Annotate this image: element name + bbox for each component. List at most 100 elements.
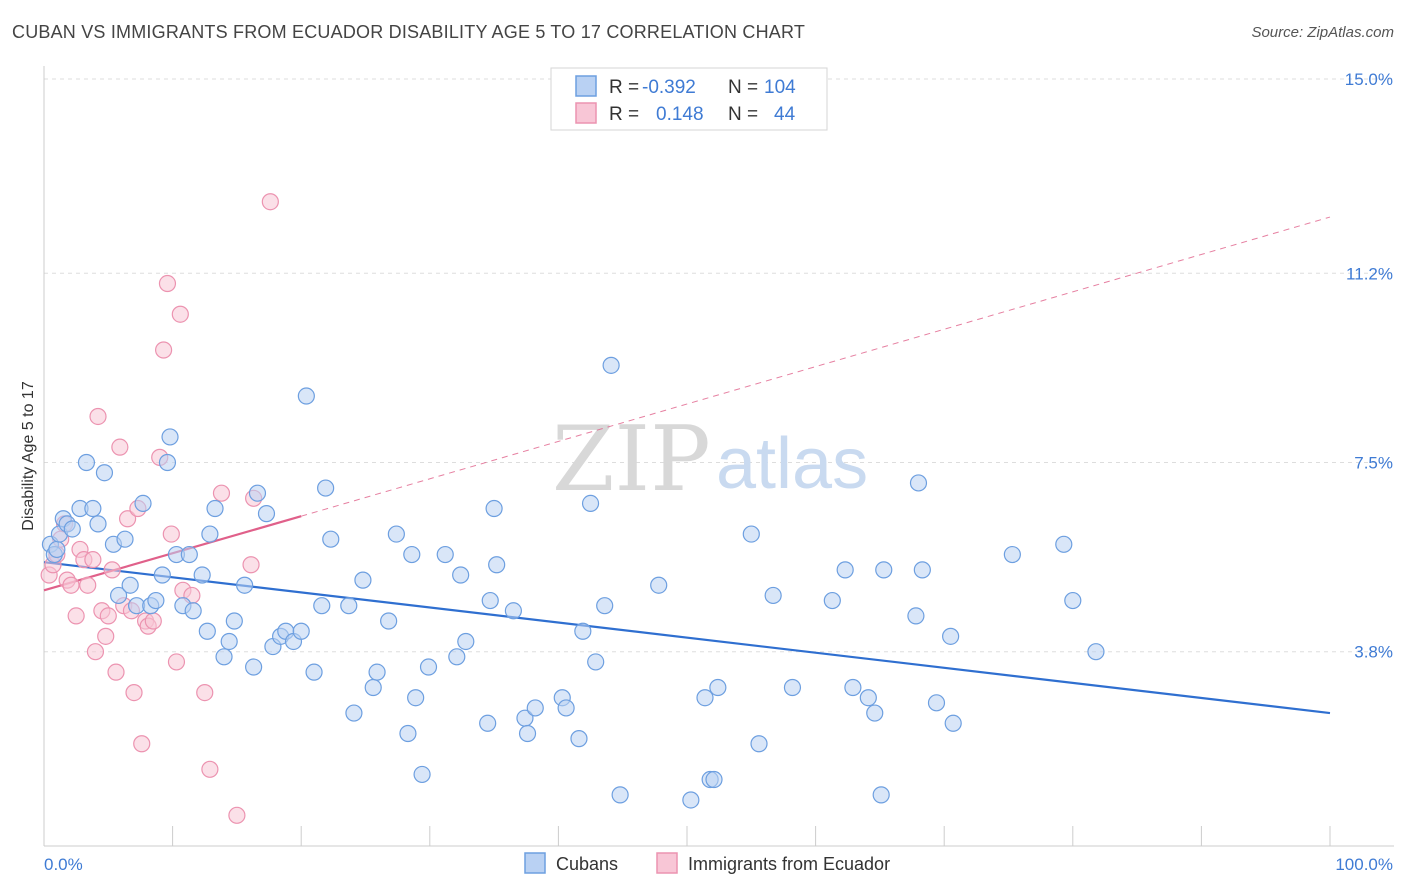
- cuban-point-73: [557, 699, 575, 717]
- ecuador-point-39: [212, 484, 231, 502]
- cuban-point-8: [77, 453, 96, 472]
- cuban-point-103: [944, 714, 962, 732]
- cuban-point-46: [317, 479, 335, 497]
- cuban-point-58: [413, 765, 431, 784]
- cuban-point-106: [1064, 591, 1082, 610]
- cuban-point-19: [147, 591, 165, 610]
- cuban-point-26: [184, 602, 202, 620]
- cuban-point-75: [574, 622, 592, 640]
- cuban-point-96: [866, 704, 884, 722]
- cuban-point-55: [399, 724, 417, 743]
- cuban-point-25: [180, 545, 198, 564]
- cuban-point-102: [942, 627, 960, 645]
- y-tick-labels: 3.8% 7.5% 11.2% 15.0%: [1345, 70, 1393, 662]
- cuban-point-62: [452, 566, 470, 584]
- cuban-point-57: [407, 689, 425, 707]
- ecuador-point-34: [171, 305, 189, 323]
- bottom-legend: Cubans Immigrants from Ecuador: [524, 852, 890, 874]
- cuban-point-99: [909, 474, 928, 492]
- cuban-point-15: [121, 576, 139, 594]
- cuban-point-85: [696, 689, 714, 707]
- ecuador-point-28: [144, 612, 162, 630]
- cuban-point-95: [872, 786, 890, 804]
- cuban-point-74: [570, 730, 588, 748]
- cuban-point-49: [340, 597, 358, 615]
- cuban-point-31: [215, 648, 233, 666]
- ecuador-point-32: [162, 525, 180, 543]
- cuban-point-90: [783, 678, 802, 697]
- x-tick-label-0: 0.0%: [44, 855, 83, 874]
- cuban-point-104: [1003, 545, 1021, 564]
- cuban-point-29: [201, 525, 219, 543]
- ecuador-point-17: [103, 561, 121, 579]
- chart-title: CUBAN VS IMMIGRANTS FROM ECUADOR DISABIL…: [12, 22, 806, 42]
- cuban-point-97: [875, 561, 893, 579]
- legend-n-value-cubans: 104: [764, 77, 796, 98]
- cuban-point-21: [158, 453, 177, 472]
- cuban-point-107: [1087, 643, 1105, 661]
- cuban-point-28: [198, 622, 216, 640]
- cuban-point-27: [193, 566, 211, 584]
- ecuador-point-23: [125, 683, 143, 702]
- cuban-point-50: [354, 571, 372, 589]
- cuban-point-61: [448, 648, 466, 666]
- cuban-point-52: [368, 663, 386, 681]
- cuban-point-89: [764, 586, 782, 605]
- legend-n-label-ecuador: N =: [728, 104, 758, 125]
- bottom-legend-swatch-cubans: [524, 852, 546, 874]
- cuban-point-53: [380, 612, 398, 630]
- cuban-point-86: [709, 678, 727, 697]
- cubans-points: [41, 356, 1105, 809]
- cuban-point-94: [859, 689, 877, 707]
- cuban-point-14: [116, 530, 134, 548]
- cuban-point-13: [109, 586, 128, 605]
- ecuador-trend-extension: [301, 216, 1331, 517]
- ecuador-point-38: [201, 760, 219, 778]
- axes: [43, 66, 1394, 847]
- ecuador-point-43: [261, 193, 279, 211]
- cuban-point-92: [836, 561, 854, 579]
- cuban-point-84: [705, 770, 723, 789]
- cuban-point-44: [305, 663, 323, 681]
- cuban-point-78: [596, 597, 614, 615]
- cuban-point-98: [907, 607, 925, 625]
- cuban-point-11: [95, 464, 114, 482]
- watermark-zip: ZIP: [552, 407, 711, 512]
- ecuador-point-37: [196, 683, 214, 702]
- y-tick-label-2: 11.2%: [1346, 264, 1393, 283]
- cuban-point-34: [236, 576, 254, 594]
- ecuador-point-19: [111, 438, 129, 456]
- cuban-point-91: [823, 591, 841, 610]
- cuban-point-36: [248, 484, 267, 502]
- cuban-point-17: [134, 494, 152, 513]
- x-tick-label-1: 100.0%: [1335, 855, 1393, 874]
- cuban-point-80: [611, 786, 629, 804]
- cuban-point-71: [526, 699, 544, 717]
- ecuador-point-18: [107, 663, 125, 681]
- ecuador-point-21: [118, 510, 137, 528]
- cuban-point-67: [488, 556, 506, 574]
- legend-r-value-ecuador: 0.148: [656, 104, 704, 125]
- cuban-point-77: [587, 653, 605, 671]
- bottom-legend-label-ecuador: Immigrants from Ecuador: [688, 854, 890, 874]
- cuban-point-87: [742, 525, 760, 543]
- cuban-point-22: [161, 428, 179, 446]
- cuban-point-9: [84, 499, 102, 518]
- legend-n-label-cubans: N =: [728, 77, 758, 98]
- cuban-point-82: [682, 791, 700, 809]
- ecuador-point-6: [62, 576, 80, 594]
- cuban-point-47: [322, 530, 340, 548]
- cuban-point-65: [479, 714, 497, 732]
- legend-r-value-cubans: -0.392: [642, 77, 696, 98]
- cuban-point-63: [457, 632, 475, 651]
- y-tick-label-3: 15.0%: [1345, 70, 1393, 89]
- bottom-legend-swatch-ecuador: [656, 852, 678, 874]
- cuban-point-76: [581, 494, 600, 513]
- ecuador-point-40: [228, 806, 246, 824]
- ecuador-point-11: [84, 551, 102, 569]
- cuban-point-54: [387, 525, 405, 543]
- watermark-atlas: atlas: [716, 424, 868, 504]
- cuban-point-20: [153, 566, 171, 584]
- ecuador-point-13: [89, 407, 107, 426]
